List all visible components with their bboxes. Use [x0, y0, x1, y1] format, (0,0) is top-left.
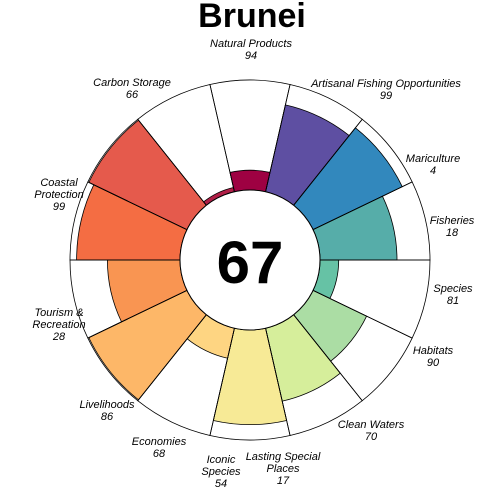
- value-natural-products: 94: [245, 50, 257, 62]
- label-artisanal-fishing-opportunities: Artisanal Fishing Opportunities 99: [310, 78, 461, 102]
- value-livelihoods: 86: [101, 411, 114, 423]
- label-habitats: Habitats 90: [413, 345, 454, 369]
- label-fisheries: Fisheries 18: [430, 215, 475, 239]
- label-coastal-protection: Coastal Protection 99: [34, 177, 84, 213]
- label-iconic-species: Iconic Species 54: [201, 454, 241, 490]
- label-livelihoods: Livelihoods 86: [79, 399, 135, 423]
- chart-title: Brunei: [198, 0, 306, 35]
- value-coastal-protection: 99: [53, 201, 65, 213]
- value-clean-waters: 70: [365, 431, 378, 443]
- value-carbon-storage: 66: [126, 89, 139, 101]
- label-mariculture: Mariculture 4: [406, 153, 460, 177]
- label-species: Species 81: [433, 283, 473, 307]
- label-clean-waters: Clean Waters 70: [338, 419, 405, 443]
- label-lasting-special-places: Lasting Special Places 17: [246, 451, 321, 487]
- value-iconic-species: 54: [215, 478, 227, 490]
- label-natural-products: Natural Products 94: [210, 38, 292, 62]
- value-artisanal-fishing-opportunities: 99: [380, 90, 392, 102]
- value-tourism-recreation: 28: [52, 331, 66, 343]
- label-carbon-storage: Carbon Storage 66: [93, 77, 171, 101]
- value-fisheries: 18: [446, 227, 459, 239]
- center-hole: [179, 189, 321, 331]
- petal-fisheries: [229, 169, 271, 193]
- value-habitats: 90: [427, 357, 440, 369]
- goal-labels: Natural Products 94 Artisanal Fishing Oppo…: [32, 38, 474, 490]
- label-tourism-recreation: Tourism & Recreation 28: [32, 307, 85, 343]
- value-species: 81: [447, 295, 459, 307]
- center-score: 67: [217, 229, 284, 296]
- value-mariculture: 4: [430, 165, 436, 177]
- label-economies: Economies 68: [132, 436, 187, 460]
- value-lasting-special-places: 17: [277, 475, 290, 487]
- value-economies: 68: [153, 448, 166, 460]
